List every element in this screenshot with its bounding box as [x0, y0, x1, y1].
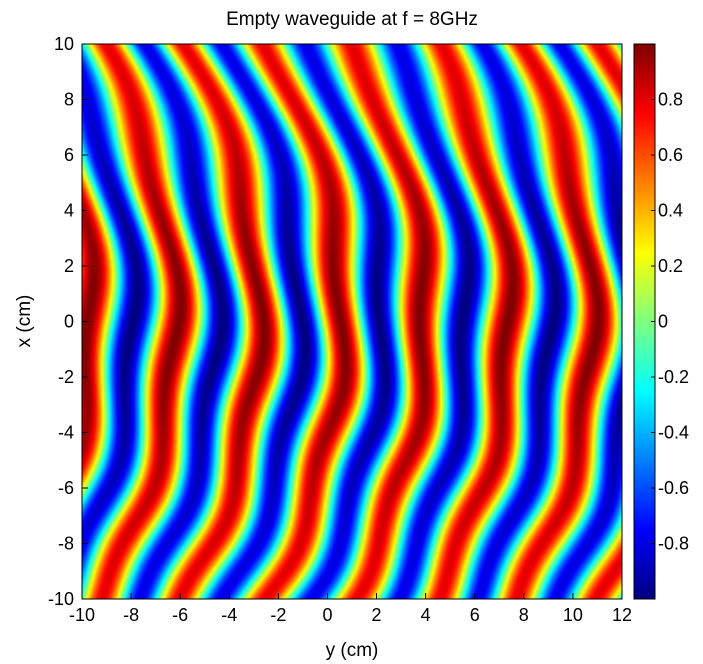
x-tick-label: 6 [470, 605, 480, 625]
colorbar-tick-label: 0.2 [658, 256, 683, 276]
y-tick-label: -4 [58, 423, 74, 443]
colorbar-tick-label: 0.4 [658, 201, 683, 221]
y-axis-ticks: -10 -8 -6 -4 -2 0 2 4 6 8 10 [48, 34, 88, 609]
colorbar-tick-label: -0.6 [658, 478, 689, 498]
x-tick-label: -10 [69, 605, 95, 625]
y-tick-label: 4 [64, 201, 74, 221]
x-tick-label: -6 [172, 605, 188, 625]
heatmap-field [82, 44, 622, 599]
y-tick-label: 2 [64, 256, 74, 276]
y-tick-label: 6 [64, 145, 74, 165]
y-tick-label: -8 [58, 534, 74, 554]
colorbar-tick-label: 0.8 [658, 90, 683, 110]
chart-title: Empty waveguide at f = 8GHz [226, 9, 478, 30]
y-axis-label: x (cm) [14, 295, 35, 348]
colorbar-tick-label: -0.2 [658, 367, 689, 387]
colorbar-ticks: -0.8 -0.6 -0.4 -0.2 0 0.2 0.4 0.6 0.8 [651, 90, 689, 554]
y-tick-label: -10 [48, 589, 74, 609]
y-tick-label: -6 [58, 478, 74, 498]
x-axis-label: y (cm) [326, 640, 379, 661]
y-tick-label: -2 [58, 367, 74, 387]
x-tick-label: -8 [123, 605, 139, 625]
y-tick-label: 10 [54, 34, 74, 54]
x-tick-label: 12 [612, 605, 632, 625]
x-tick-label: 10 [563, 605, 583, 625]
y-tick-label: 0 [64, 312, 74, 332]
x-tick-label: 0 [322, 605, 332, 625]
colorbar-tick-label: 0 [658, 312, 668, 332]
x-tick-label: 8 [519, 605, 529, 625]
x-axis-ticks: -10 -8 -6 -4 -2 0 2 4 6 8 10 12 [69, 593, 632, 625]
x-tick-label: -2 [270, 605, 286, 625]
colorbar-gradient [634, 44, 655, 599]
colorbar-tick-label: -0.8 [658, 534, 689, 554]
y-tick-label: 8 [64, 90, 74, 110]
x-tick-label: 4 [421, 605, 431, 625]
colorbar-tick-label: -0.4 [658, 423, 689, 443]
colorbar-tick-label: 0.6 [658, 145, 683, 165]
x-tick-label: 2 [372, 605, 382, 625]
x-tick-label: -4 [221, 605, 237, 625]
